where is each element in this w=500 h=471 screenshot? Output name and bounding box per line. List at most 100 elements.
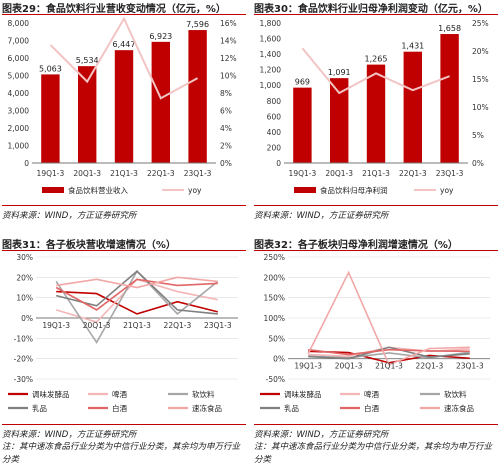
y-tick-label: -30% bbox=[14, 375, 33, 384]
bar bbox=[293, 87, 312, 163]
bar bbox=[330, 78, 349, 163]
y2-tick-label: 25% bbox=[472, 19, 489, 28]
bar bbox=[78, 66, 97, 163]
chart-title: 图表32：各子板块归母净利润增速情况（%） bbox=[254, 240, 458, 250]
y2-tick-label: 12% bbox=[220, 54, 237, 63]
series-line bbox=[56, 276, 218, 289]
source-text: 资料来源：WIND，方正证券研究所 bbox=[254, 430, 389, 440]
y2-tick-label: 10% bbox=[220, 72, 237, 81]
x-tick-label: 23Q1-3 bbox=[436, 169, 464, 178]
legend-label: 啤酒 bbox=[364, 389, 379, 399]
x-tick-label: 20Q1-3 bbox=[325, 169, 353, 178]
y2-tick-label: 4% bbox=[220, 124, 232, 133]
x-tick-label: 19Q1-3 bbox=[42, 321, 70, 330]
x-tick-label: 22Q1-3 bbox=[399, 169, 427, 178]
y-tick-label: 0 bbox=[276, 159, 281, 168]
source-text: 资料来源：WIND，方正证券研究所 bbox=[254, 211, 389, 221]
series-line bbox=[56, 290, 218, 315]
x-tick-label: 21Q1-3 bbox=[375, 362, 403, 371]
series-line bbox=[55, 278, 218, 311]
x-tick-label: 19Q1-3 bbox=[289, 169, 317, 178]
source-divider bbox=[254, 205, 498, 206]
y-tick-label: 30% bbox=[16, 253, 33, 262]
yoy-line bbox=[301, 47, 450, 95]
x-tick-label: 20Q1-3 bbox=[83, 321, 111, 330]
data-label: 7,596 bbox=[186, 20, 209, 29]
y-tick-label: -20% bbox=[14, 355, 33, 364]
y-tick-label: 200% bbox=[264, 273, 285, 282]
x-tick-label: 19Q1-3 bbox=[294, 362, 322, 371]
panel-revenue: 图表29：食品饮料行业营收变动情况（亿元，%） 0 1,000 2,000 3,000… bbox=[2, 0, 246, 232]
y-tick-label: 0 bbox=[24, 159, 29, 168]
legend-label: yoy bbox=[440, 186, 454, 195]
source-divider bbox=[2, 205, 246, 206]
title-divider bbox=[2, 14, 246, 15]
y2-tick-label: 20% bbox=[472, 47, 489, 56]
y-tick-label: 5,000 bbox=[8, 72, 30, 81]
bar bbox=[41, 74, 60, 163]
y-tick-label: 1,600 bbox=[260, 35, 282, 44]
legend-label: 乳品 bbox=[32, 403, 47, 413]
series-line bbox=[308, 348, 470, 356]
data-label: 969 bbox=[295, 78, 310, 87]
y-tick-label: 200 bbox=[267, 143, 282, 152]
bar bbox=[440, 34, 459, 163]
y2-tick-label: 15% bbox=[472, 75, 489, 84]
revenue-chart: 0 1,000 2,000 3,000 4,000 5,000 6,000 7,000 8,00… bbox=[2, 15, 246, 205]
y-tick-label: 250% bbox=[264, 253, 285, 262]
bar bbox=[151, 41, 170, 163]
data-label: 6,447 bbox=[113, 40, 136, 49]
y-tick-label: 7,000 bbox=[8, 37, 30, 46]
y2-tick-label: 16% bbox=[220, 19, 237, 28]
panel-segment-revenue: 图表31：各子板块营收增速情况（%） -30% -20% -10% 0% 10% 20% 3… bbox=[2, 236, 246, 471]
bar bbox=[403, 51, 422, 164]
title-divider bbox=[2, 250, 246, 251]
legend-label: 速冻食品 bbox=[192, 403, 222, 413]
x-tick-label: 22Q1-3 bbox=[416, 362, 444, 371]
y-tick-label: 1,800 bbox=[260, 19, 282, 28]
source-text: 资料来源：WIND，方正证券研究所 bbox=[2, 430, 137, 440]
y2-tick-label: 10% bbox=[472, 103, 489, 112]
legend-swatch-bar bbox=[42, 187, 64, 193]
y-tick-label: 0% bbox=[21, 314, 33, 323]
data-label: 5,063 bbox=[39, 64, 62, 73]
segment-revenue-chart-svg: -30% -20% -10% 0% 10% 20% 30% 19Q1-3 20Q1-3 21Q1-… bbox=[8, 253, 238, 413]
source-divider bbox=[254, 424, 498, 425]
chart-title: 图表31：各子板块营收增速情况（%） bbox=[2, 240, 176, 250]
x-tick-label: 21Q1-3 bbox=[362, 169, 390, 178]
segment-profit-chart-svg: -50% 0% 50% 100% 150% 200% 250% 19Q1-3 20Q1-3 21Q… bbox=[260, 253, 490, 413]
data-label: 1,431 bbox=[401, 42, 424, 51]
x-tick-label: 20Q1-3 bbox=[73, 169, 101, 178]
legend-swatch-bar bbox=[294, 187, 316, 193]
legend-label: 调味发酵品 bbox=[32, 389, 70, 399]
legend-label: 食品饮料营业收入 bbox=[68, 185, 128, 195]
legend-label: 乳品 bbox=[284, 403, 299, 413]
panel-net-profit: 图表30：食品饮料行业归母净利润变动（亿元，%） 0 200 400 600 800 1,… bbox=[254, 0, 498, 232]
chart-title: 图表29：食品饮料行业营收变动情况（亿元，%） bbox=[2, 4, 226, 14]
legend-label: 啤酒 bbox=[112, 389, 127, 399]
bar bbox=[114, 50, 134, 163]
chart-title: 图表30：食品饮料行业归母净利润变动（亿元，%） bbox=[254, 4, 488, 14]
x-tick-label: 21Q1-3 bbox=[123, 321, 151, 330]
x-tick-label: 22Q1-3 bbox=[147, 169, 175, 178]
revenue-chart-svg: 0 1,000 2,000 3,000 4,000 5,000 6,000 7,000 8,00… bbox=[8, 16, 237, 195]
y-tick-label: -10% bbox=[14, 334, 33, 343]
data-label: 1,658 bbox=[438, 24, 461, 33]
y-tick-label: 10% bbox=[16, 294, 33, 303]
y-tick-label: 6,000 bbox=[8, 54, 30, 63]
title-divider bbox=[254, 250, 498, 251]
series-line bbox=[307, 270, 470, 366]
y2-tick-label: 8% bbox=[220, 89, 232, 98]
y2-tick-label: 5% bbox=[472, 131, 484, 140]
y2-tick-label: 6% bbox=[220, 107, 232, 116]
y-tick-label: 20% bbox=[16, 273, 33, 282]
y-tick-label: 4,000 bbox=[8, 89, 30, 98]
x-tick-label: 20Q1-3 bbox=[335, 362, 363, 371]
segment-revenue-chart: -30% -20% -10% 0% 10% 20% 30% 19Q1-3 20Q1-3 21Q1-… bbox=[2, 251, 246, 423]
y2-tick-label: 0% bbox=[472, 159, 484, 168]
note-text: 注：其中速冻食品行业分类为中信行业分类，其余均为申万行业分类 bbox=[2, 442, 241, 465]
source-divider bbox=[2, 424, 246, 425]
legend-label: yoy bbox=[188, 186, 202, 195]
y2-tick-label: 2% bbox=[220, 142, 232, 151]
x-tick-label: 23Q1-3 bbox=[456, 362, 484, 371]
